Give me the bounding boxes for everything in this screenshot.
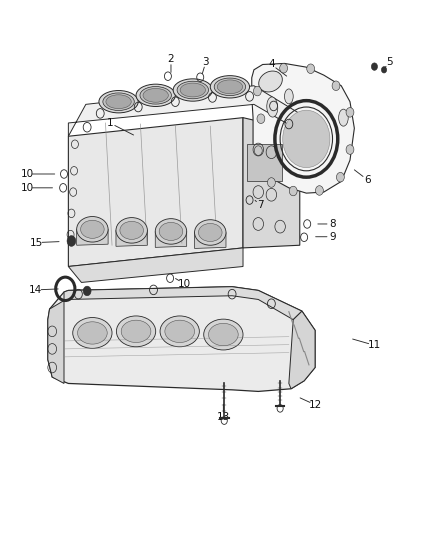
Ellipse shape [259, 71, 283, 92]
Text: 9: 9 [329, 232, 336, 242]
Ellipse shape [214, 78, 246, 95]
Circle shape [257, 114, 265, 124]
Polygon shape [68, 86, 300, 136]
Ellipse shape [208, 324, 238, 346]
Ellipse shape [121, 320, 151, 343]
Circle shape [268, 177, 276, 187]
Ellipse shape [77, 216, 108, 242]
Circle shape [336, 172, 344, 182]
Polygon shape [155, 231, 187, 247]
Text: 10: 10 [20, 183, 33, 193]
Circle shape [283, 110, 330, 167]
Text: 10: 10 [177, 279, 191, 288]
Ellipse shape [103, 93, 134, 110]
Circle shape [346, 108, 354, 117]
Polygon shape [48, 301, 64, 383]
Circle shape [332, 81, 340, 91]
Text: 13: 13 [217, 413, 230, 423]
Ellipse shape [99, 91, 138, 113]
Ellipse shape [217, 80, 243, 94]
Ellipse shape [285, 89, 293, 104]
Polygon shape [116, 230, 148, 246]
Polygon shape [68, 118, 243, 266]
Circle shape [280, 63, 288, 73]
Text: 2: 2 [168, 54, 174, 64]
Text: 3: 3 [203, 57, 209, 67]
Ellipse shape [140, 86, 171, 104]
Text: 15: 15 [30, 238, 43, 247]
Text: 8: 8 [329, 219, 336, 229]
Polygon shape [68, 248, 243, 282]
Ellipse shape [165, 320, 194, 343]
Polygon shape [194, 232, 226, 248]
Ellipse shape [204, 319, 243, 350]
Polygon shape [247, 144, 283, 181]
Ellipse shape [339, 109, 348, 126]
Ellipse shape [210, 76, 250, 98]
Ellipse shape [73, 318, 112, 349]
Circle shape [254, 146, 262, 156]
Ellipse shape [180, 83, 205, 97]
Text: 11: 11 [367, 340, 381, 350]
Text: 14: 14 [29, 285, 42, 295]
Circle shape [307, 64, 314, 74]
Circle shape [346, 145, 354, 155]
Polygon shape [252, 63, 354, 193]
Ellipse shape [198, 223, 222, 241]
Ellipse shape [143, 88, 168, 102]
Ellipse shape [194, 220, 226, 245]
Text: 7: 7 [257, 200, 264, 211]
Text: 1: 1 [106, 118, 113, 128]
Ellipse shape [120, 221, 144, 239]
Ellipse shape [159, 222, 183, 240]
Ellipse shape [160, 316, 199, 347]
Ellipse shape [78, 322, 107, 344]
Ellipse shape [106, 95, 131, 109]
Text: 5: 5 [386, 57, 392, 67]
Ellipse shape [81, 220, 104, 238]
Polygon shape [243, 118, 300, 248]
Ellipse shape [267, 97, 278, 117]
Polygon shape [64, 287, 302, 320]
Ellipse shape [173, 79, 212, 101]
Ellipse shape [117, 316, 155, 347]
Text: 12: 12 [308, 400, 321, 410]
Ellipse shape [116, 217, 148, 243]
Ellipse shape [177, 81, 208, 99]
Ellipse shape [155, 219, 187, 244]
Ellipse shape [136, 84, 175, 107]
Polygon shape [289, 311, 315, 389]
Circle shape [83, 286, 91, 296]
Circle shape [315, 185, 323, 195]
Circle shape [289, 186, 297, 196]
Text: 10: 10 [20, 169, 33, 179]
Circle shape [254, 86, 261, 96]
Circle shape [67, 236, 76, 246]
Text: 4: 4 [268, 60, 275, 69]
Polygon shape [77, 229, 108, 245]
Circle shape [381, 67, 387, 73]
Polygon shape [48, 287, 315, 391]
Text: 6: 6 [364, 175, 371, 185]
Circle shape [371, 63, 378, 70]
